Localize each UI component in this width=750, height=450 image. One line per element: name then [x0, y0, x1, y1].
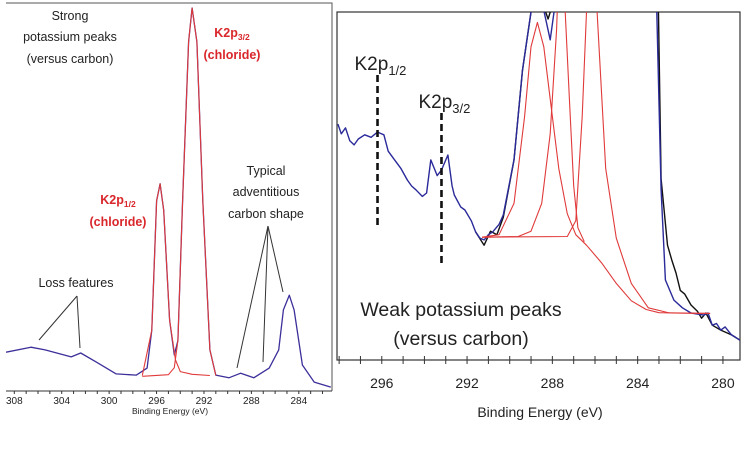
peak-marker-label: K2p3/2 — [418, 92, 470, 116]
plot-frame — [336, 11, 741, 361]
tick-label: 300 — [101, 396, 118, 407]
annotation-k2p12-chloride: K2p1/2 (chloride) — [90, 193, 147, 229]
annotation-line: Strong — [52, 9, 89, 23]
tick-label: 288 — [243, 396, 260, 407]
tick-label: 296 — [370, 375, 394, 391]
annotation-line: Weak potassium peaks — [360, 299, 561, 321]
peak-label: K2p1/2 — [100, 193, 136, 209]
annotation-line: carbon shape — [228, 207, 304, 221]
annotation-weak-peaks: Weak potassium peaks (versus carbon) — [360, 299, 561, 350]
annotation-line: potassium peaks — [23, 30, 117, 44]
annotation-strong-peaks: Strong potassium peaks (versus carbon) — [23, 9, 117, 66]
tick-label: 304 — [53, 396, 70, 407]
x-axis-tick-labels: 308 304 300 296 292 288 284 — [6, 396, 308, 407]
tick-label: 308 — [6, 396, 23, 407]
x-axis-tick-labels: 296 292 288 284 280 — [370, 375, 735, 391]
annotation-line: Typical — [247, 164, 286, 178]
tick-label: 292 — [455, 375, 479, 391]
series-group — [337, 12, 740, 341]
plot-frame — [6, 2, 333, 391]
tick-label: 296 — [148, 396, 165, 407]
peak-marker-label: K2p1/2 — [355, 54, 407, 78]
envelope-line — [337, 12, 740, 341]
annotation-line: (versus carbon) — [27, 52, 114, 66]
component-line — [481, 12, 585, 242]
data-line — [475, 12, 740, 341]
series-group — [6, 7, 331, 388]
tick-label: 284 — [626, 375, 650, 391]
component-line — [481, 12, 711, 314]
annotation-k2p32-chloride: K2p3/2 (chloride) — [204, 26, 261, 62]
annotation-loss-features: Loss features — [38, 276, 113, 290]
peak-note: (chloride) — [204, 48, 261, 62]
x-axis-label: Binding Energy (eV) — [477, 404, 602, 420]
strong-potassium-chart: 308 304 300 296 292 288 284 Binding Energy (eV… — [6, 2, 333, 416]
tick-label: 292 — [196, 396, 213, 407]
annotation-line: adventitious — [233, 185, 300, 199]
x-axis-ticks — [338, 356, 724, 364]
peak-note: (chloride) — [90, 215, 147, 229]
weak-potassium-chart: 296 292 288 284 280 Binding Energy (eV) K2p1… — [336, 11, 741, 420]
tick-label: 284 — [290, 396, 307, 407]
annotation-line: (versus carbon) — [393, 328, 528, 350]
tick-label: 280 — [711, 375, 735, 391]
component-line — [142, 7, 217, 377]
component-line — [481, 21, 711, 314]
component-line — [141, 183, 210, 377]
tick-label: 288 — [541, 375, 565, 391]
annotation-carbon-shape: Typical adventitious carbon shape — [228, 164, 304, 221]
x-axis-label: Binding Energy (eV) — [132, 406, 208, 416]
peak-label: K2p3/2 — [214, 26, 250, 42]
carbon-pointer-lines — [236, 225, 284, 369]
x-axis-ticks — [13, 391, 324, 394]
loss-pointer-lines — [38, 295, 81, 349]
peak-markers: K2p1/2 K2p3/2 — [355, 54, 470, 265]
